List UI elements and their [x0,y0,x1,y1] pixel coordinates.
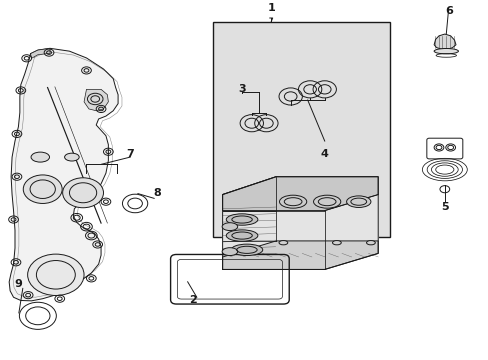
Ellipse shape [279,240,287,245]
Polygon shape [433,34,455,49]
Ellipse shape [433,49,458,54]
Polygon shape [222,194,377,257]
Ellipse shape [222,248,237,256]
Polygon shape [222,241,377,269]
Polygon shape [9,48,118,301]
Circle shape [28,254,84,296]
Text: 4: 4 [320,149,328,158]
Text: 8: 8 [153,188,161,198]
Text: 3: 3 [238,84,245,94]
Ellipse shape [231,244,262,256]
Bar [212,22,389,237]
Text: 5: 5 [440,202,447,212]
Ellipse shape [313,195,340,208]
Polygon shape [30,48,50,58]
Ellipse shape [279,195,306,208]
Text: 9: 9 [15,279,22,289]
Ellipse shape [346,196,370,207]
Ellipse shape [226,214,257,225]
Circle shape [62,178,103,208]
Ellipse shape [366,240,374,245]
Polygon shape [84,89,108,111]
Polygon shape [222,177,377,211]
Ellipse shape [226,230,257,241]
Ellipse shape [222,223,237,230]
Circle shape [23,175,62,203]
Text: 2: 2 [189,295,197,305]
Ellipse shape [64,153,79,161]
Polygon shape [222,177,276,257]
Ellipse shape [31,152,49,162]
Text: 1: 1 [267,3,275,13]
Ellipse shape [332,240,341,245]
Text: 7: 7 [126,149,134,159]
Text: 6: 6 [444,5,452,15]
